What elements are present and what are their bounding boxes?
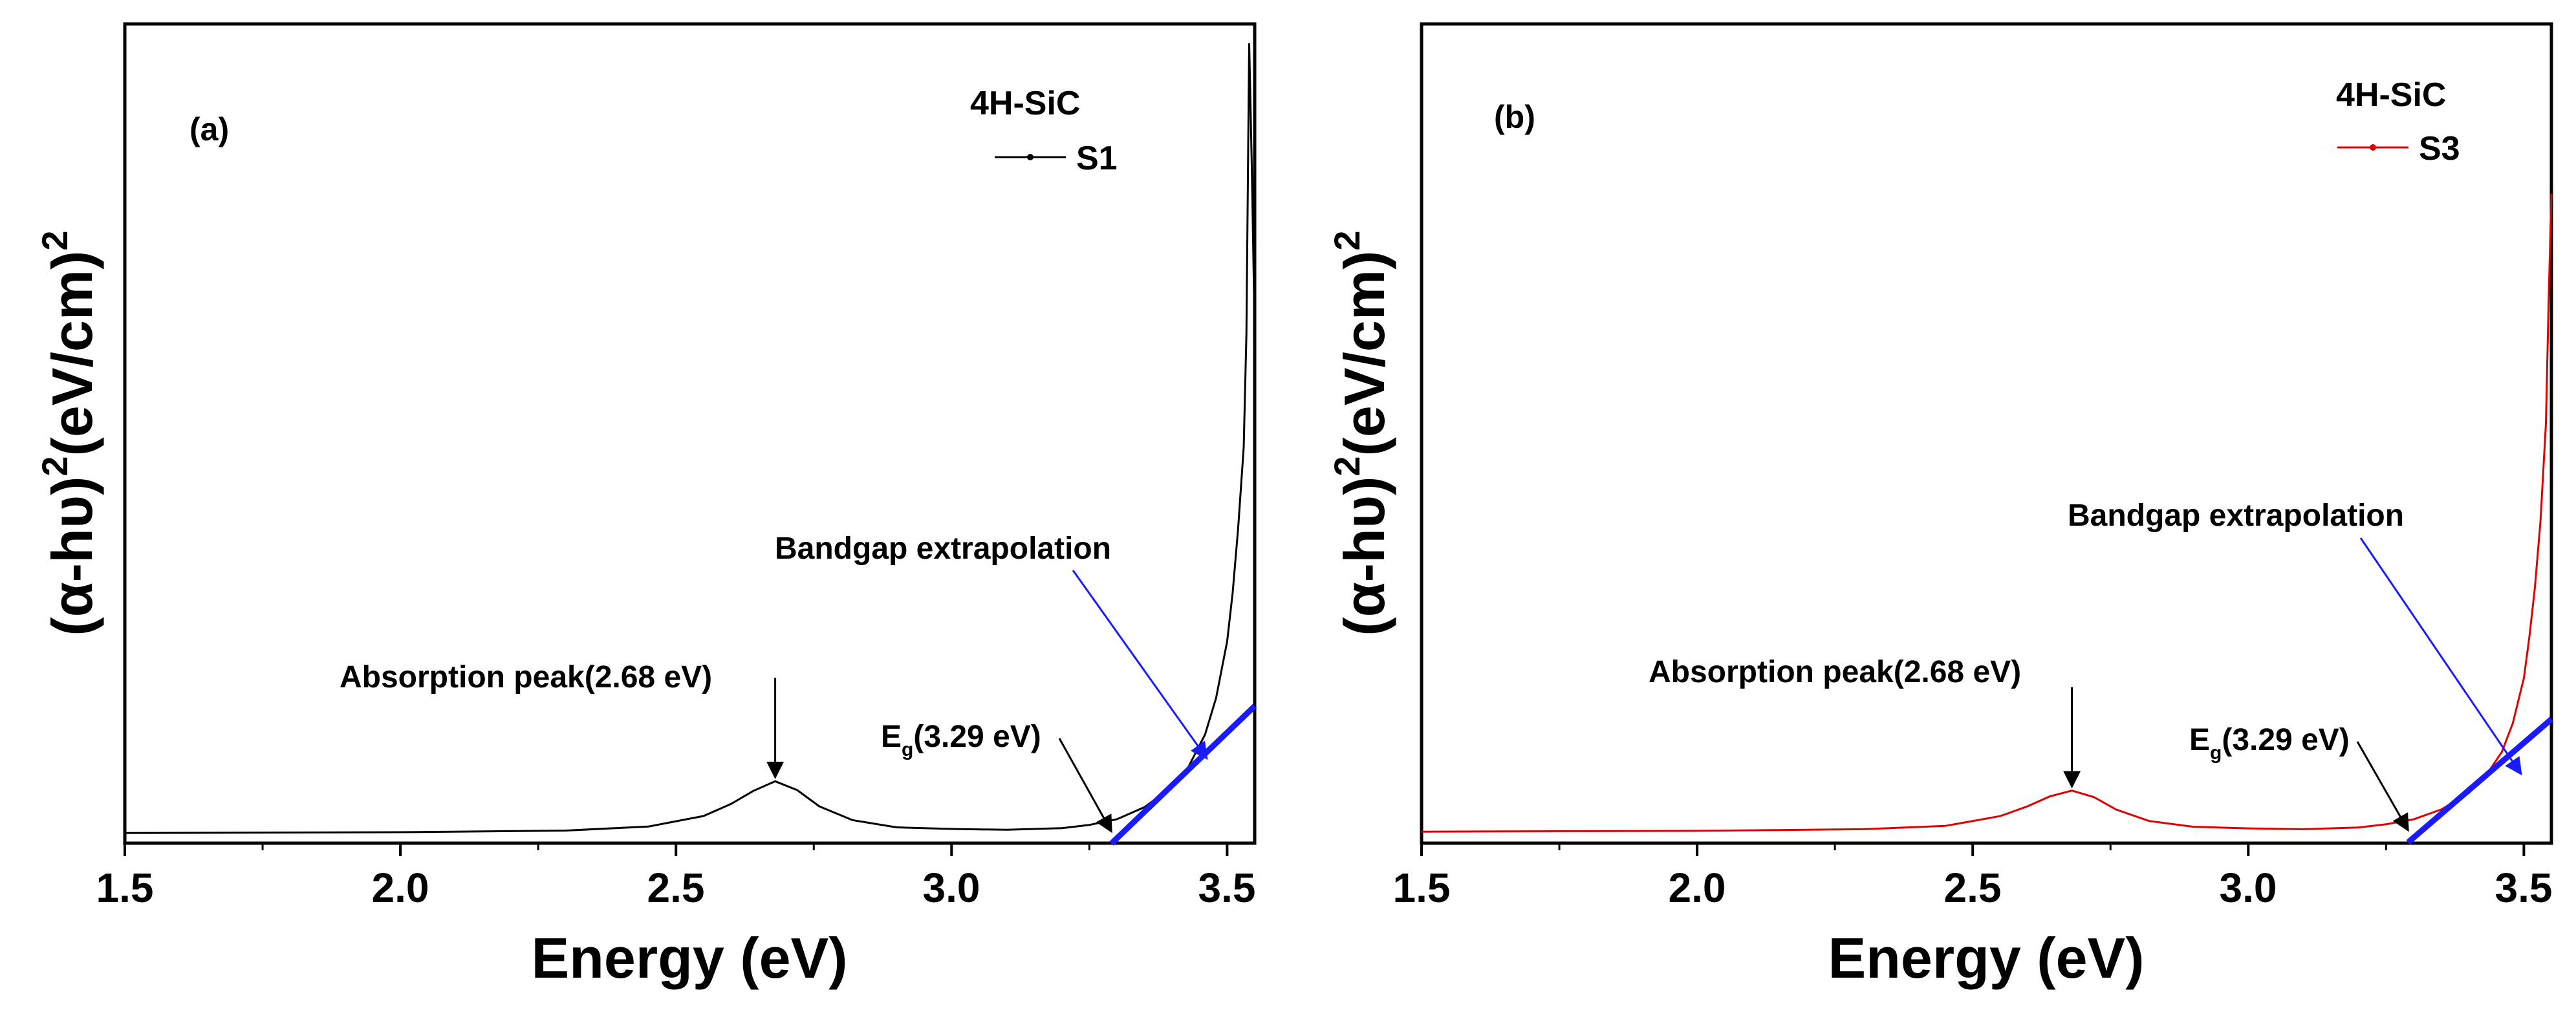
eg-value: (3.29 eV) (2222, 723, 2349, 757)
bandgap-arrow (2359, 537, 2522, 776)
eg-symbol: E (881, 720, 902, 754)
bandgap-extrapolation-label: Bandgap extrapolation (775, 532, 1111, 566)
series-s1-line (124, 43, 1256, 834)
peak-label-value: (2.68 eV) (585, 660, 712, 694)
bandgap-arrow (1072, 570, 1208, 760)
y-axis-title: (α-hυ)2(eV/cm)2 (34, 230, 104, 636)
x-tick-label: 2.0 (1669, 865, 1726, 911)
x-axis-title: Energy (eV) (1828, 926, 2144, 990)
x-tick-label: 3.5 (2495, 865, 2553, 911)
eg-label: Eg(3.29 eV) (881, 720, 1041, 760)
eg-symbol: E (2189, 723, 2210, 757)
y-axis-base: (α-hυ) (1332, 477, 1396, 636)
plot-frame (123, 22, 1257, 845)
eg-subscript: g (902, 739, 913, 760)
y-axis-base: (α-hυ) (40, 477, 104, 636)
bandgap-fit-line (1109, 704, 1257, 846)
y-axis-exp2: 2 (34, 230, 75, 250)
peak-label-text: Absorption peak (340, 660, 585, 694)
eg-arrow (2356, 741, 2409, 832)
panel-a: 1.5 2.0 2.5 3.0 3.5 Energy (eV) (α-hυ)2(… (34, 22, 1257, 990)
y-axis-unit: (eV/cm) (40, 251, 104, 457)
legend-title: 4H-SiC (2336, 76, 2446, 114)
y-axis-unit: (eV/cm) (1332, 251, 1396, 457)
y-axis-exp2: 2 (1326, 230, 1367, 250)
legend-marker-swatch (2370, 144, 2376, 151)
y-axis-exp: 2 (34, 456, 75, 476)
x-tick-label: 3.0 (2220, 865, 2277, 911)
bandgap-fit-line (2406, 716, 2553, 845)
x-tick-label: 3.0 (923, 865, 980, 911)
plot-frame (1420, 22, 2553, 845)
x-axis-title: Energy (eV) (531, 926, 847, 990)
x-tick-label: 2.0 (372, 865, 429, 911)
legend-label: S3 (2419, 130, 2460, 167)
panel-label: (b) (1494, 99, 1535, 135)
x-ticks (124, 843, 1229, 856)
x-tick-label: 2.5 (1944, 865, 2002, 911)
legend-title: 4H-SiC (970, 85, 1080, 122)
eg-subscript: g (2210, 742, 2222, 764)
absorption-peak-label: Absorption peak(2.68 eV) (1649, 655, 2021, 689)
panel-label: (a) (189, 111, 229, 147)
x-tick-label: 1.5 (1393, 865, 1451, 911)
eg-arrow (1058, 738, 1112, 833)
eg-label: Eg(3.29 eV) (2189, 723, 2350, 764)
y-axis-title: (α-hυ)2(eV/cm)2 (1326, 230, 1396, 636)
peak-label-text: Absorption peak (1649, 655, 1894, 689)
series-s3-line (1421, 193, 2553, 833)
y-axis-exp: 2 (1326, 456, 1367, 476)
x-tick-label: 1.5 (96, 865, 154, 911)
x-tick-label: 3.5 (1198, 865, 1256, 911)
absorption-peak-label: Absorption peak(2.68 eV) (340, 660, 712, 694)
bandgap-extrapolation-label: Bandgap extrapolation (2068, 499, 2404, 533)
legend-marker-swatch (1027, 154, 1034, 160)
legend-label: S1 (1076, 140, 1118, 177)
x-ticks (1420, 843, 2526, 856)
x-tick-label: 2.5 (647, 865, 705, 911)
peak-label-value: (2.68 eV) (1894, 655, 2021, 689)
eg-value: (3.29 eV) (913, 720, 1041, 754)
panel-b: 1.5 2.0 2.5 3.0 3.5 Energy (eV) (α-hυ)2(… (1326, 22, 2553, 990)
